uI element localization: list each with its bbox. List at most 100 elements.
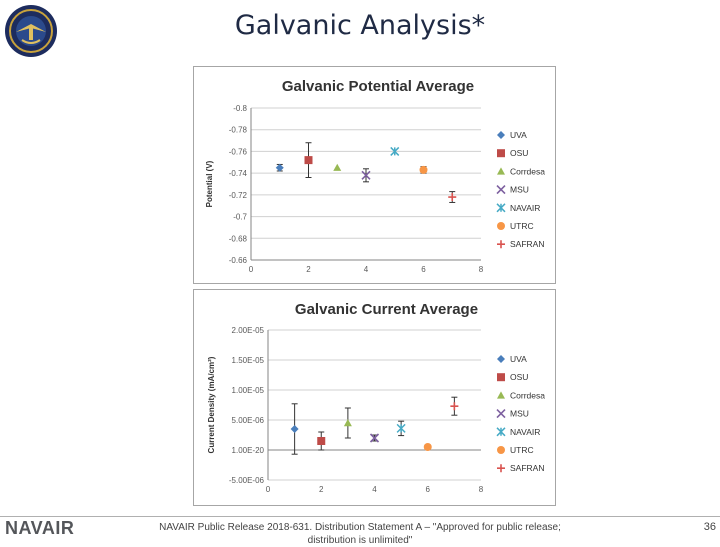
legend-marker (497, 149, 505, 158)
potential-chart-panel: Galvanic Potential Average -0.8 -0.78 -0.76… (193, 66, 556, 284)
data-point-safran (450, 396, 459, 416)
data-point-navair (396, 420, 406, 437)
data-point-msu (361, 168, 371, 183)
legend-item-uva: UVA (497, 130, 527, 140)
y-tick-label: 1.50E-05 (232, 356, 265, 365)
marker-utrc (423, 443, 432, 451)
y-tick-label: -0.76 (229, 147, 248, 156)
marker-msu (361, 170, 371, 180)
y-tick-label: 1.00E-05 (232, 386, 265, 395)
legend-item-navair: NAVAIR (496, 203, 540, 213)
legend-marker (496, 409, 506, 419)
legend-marker (497, 222, 505, 230)
data-point-corrdesa (343, 407, 352, 439)
x-tick-label: 2 (319, 485, 324, 494)
y-tick-label: -0.8 (233, 104, 247, 113)
legend-item-corrdesa: Corrdesa (497, 390, 545, 400)
legend-item-msu: MSU (496, 185, 529, 195)
marker-corrdesa (333, 163, 342, 171)
legend: UVA OSU Corrdesa MSU NAVAIR UTRC SAFRAN (496, 354, 545, 473)
x-tick-label: 4 (372, 485, 377, 494)
data-point-utrc (423, 443, 432, 451)
legend-marker (497, 240, 505, 249)
marker-uva (275, 163, 284, 172)
legend-item-corrdesa: Corrdesa (497, 166, 545, 176)
slide-title: Galvanic Analysis* (234, 10, 486, 41)
legend-label: UTRC (510, 221, 534, 231)
marker-osu (304, 156, 313, 165)
data-point-osu (304, 142, 313, 178)
marker-safran (450, 402, 459, 411)
marker-navair (390, 146, 400, 156)
y-tick-label: -0.78 (229, 126, 248, 135)
legend-marker (497, 373, 505, 382)
footer-divider (0, 516, 720, 517)
legend-item-utrc: UTRC (497, 445, 534, 455)
x-tick-label: 0 (266, 485, 271, 494)
marker-uva (290, 425, 299, 433)
y-tick-label: -0.66 (229, 256, 248, 265)
x-tick-label: 0 (249, 265, 254, 274)
y-tick-label: 5.00E-06 (232, 416, 265, 425)
current-chart: Galvanic Current Average 2.00E-05 1.50E-05… (207, 301, 545, 494)
legend-marker (497, 167, 505, 175)
legend-label: OSU (510, 372, 528, 382)
legend-label: UVA (510, 130, 527, 140)
data-point-safran (448, 191, 457, 203)
data-point-uva (275, 163, 284, 172)
y-tick-label: -0.74 (229, 169, 248, 178)
data-point-msu (369, 433, 380, 443)
legend-label: NAVAIR (510, 427, 540, 437)
legend-item-uva: UVA (497, 354, 527, 364)
x-tick-label: 2 (306, 265, 311, 274)
marker-safran (448, 193, 457, 202)
y-tick-label: -5.00E-06 (229, 476, 265, 485)
marker-corrdesa (343, 419, 352, 427)
legend-marker (496, 427, 506, 437)
legend-label: SAFRAN (510, 463, 544, 473)
y-tick-label: 1.00E-20 (232, 446, 265, 455)
legend-label: Corrdesa (510, 166, 545, 176)
y-tick-label: 2.00E-05 (232, 326, 265, 335)
data-point-navair (390, 146, 400, 156)
legend-item-utrc: UTRC (497, 221, 534, 231)
legend-item-osu: OSU (497, 148, 528, 158)
legend-label: SAFRAN (510, 239, 544, 249)
chart-title: Galvanic Current Average (295, 301, 478, 318)
current-chart-panel: Galvanic Current Average 2.00E-05 1.50E-05… (193, 289, 556, 506)
x-tick-label: 6 (421, 265, 426, 274)
legend-label: MSU (510, 409, 529, 419)
legend-label: OSU (510, 148, 528, 158)
legend-item-msu: MSU (496, 409, 529, 419)
legend-item-osu: OSU (497, 372, 528, 382)
legend-marker (496, 185, 506, 195)
y-tick-label: -0.7 (233, 213, 247, 222)
legend-label: NAVAIR (510, 203, 540, 213)
y-axis-label: Current Density (mA/cm²) (207, 356, 216, 453)
data-point-uva (290, 403, 299, 455)
x-tick-label: 6 (426, 485, 431, 494)
legend-item-navair: NAVAIR (496, 427, 540, 437)
chart-title: Galvanic Potential Average (282, 78, 474, 95)
data-point-osu (317, 431, 326, 451)
legend-label: UTRC (510, 445, 534, 455)
y-axis-label: Potential (V) (205, 160, 214, 207)
y-tick-label: -0.68 (229, 234, 248, 243)
legend-marker (497, 355, 505, 363)
legend-marker (497, 446, 505, 454)
legend-marker (497, 131, 505, 139)
legend-marker (497, 391, 505, 399)
marker-osu (317, 437, 326, 445)
potential-chart: Galvanic Potential Average-0.8-0.78-0.76… (205, 78, 545, 274)
data-point-corrdesa (333, 163, 342, 171)
x-tick-label: 4 (364, 265, 369, 274)
legend-label: Corrdesa (510, 390, 545, 400)
x-tick-label: 8 (479, 265, 484, 274)
naval-seal-logo (5, 5, 57, 57)
marker-utrc (419, 165, 428, 174)
legend-item-safran: SAFRAN (497, 463, 544, 473)
legend-label: UVA (510, 354, 527, 364)
release-statement: NAVAIR Public Release 2018-631. Distribu… (159, 522, 561, 546)
page-number: 36 (703, 521, 716, 533)
legend-marker (497, 464, 505, 473)
